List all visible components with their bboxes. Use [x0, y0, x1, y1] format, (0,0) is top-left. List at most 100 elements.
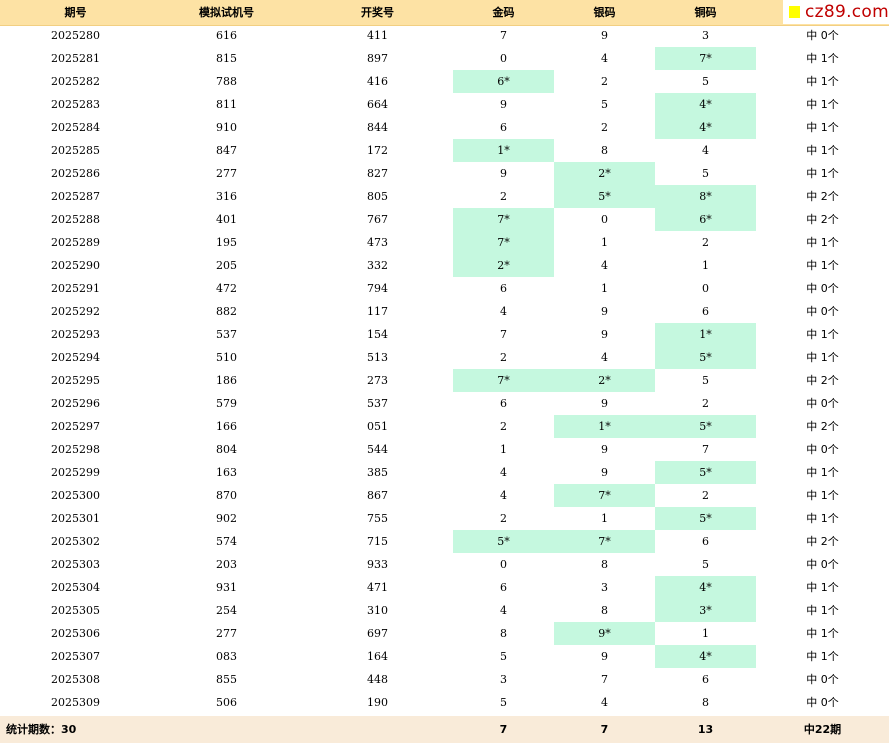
- cell-result: 中 0个: [806, 558, 839, 571]
- cell-bronze: 7*: [655, 47, 756, 70]
- table-row: 2025305 254 310 4 8 3* 中 1个: [0, 599, 889, 622]
- cell-period: 2025290: [51, 259, 100, 272]
- cell-draw: 767: [367, 213, 388, 226]
- cell-sim: 882: [216, 305, 237, 318]
- cell-draw: 897: [367, 52, 388, 65]
- table-row: 2025292 882 117 4 9 6 中 0个: [0, 300, 889, 323]
- cell-period: 2025298: [51, 443, 100, 456]
- cell-silver: 9: [601, 466, 608, 479]
- cell-silver: 9: [601, 29, 608, 42]
- cell-gold: 7: [500, 29, 507, 42]
- table-row: 2025302 574 715 5* 7* 6 中 2个: [0, 530, 889, 553]
- cell-result: 中 2个: [806, 535, 839, 548]
- cell-silver: 0: [601, 213, 608, 226]
- cell-draw: 448: [367, 673, 388, 686]
- site-logo-link[interactable]: cz89.com: [783, 0, 889, 24]
- cell-sim: 931: [216, 581, 237, 594]
- cell-bronze: 5: [702, 75, 709, 88]
- cell-silver: 2*: [554, 162, 655, 185]
- cell-gold: 1*: [453, 139, 554, 162]
- cell-result: 中 1个: [806, 121, 839, 134]
- cell-bronze: 5: [702, 558, 709, 571]
- cell-draw: 473: [367, 236, 388, 249]
- cell-draw: 933: [367, 558, 388, 571]
- cell-gold: 6: [500, 282, 507, 295]
- cell-result: 中 0个: [806, 696, 839, 709]
- cell-silver: 7: [601, 673, 608, 686]
- cell-result: 中 1个: [806, 259, 839, 272]
- cell-draw: 416: [367, 75, 388, 88]
- cell-bronze: 2: [702, 397, 709, 410]
- table-row: 2025295 186 273 7* 2* 5 中 2个: [0, 369, 889, 392]
- cell-draw: 310: [367, 604, 388, 617]
- table-row: 2025280 616 411 7 9 3 中 0个: [0, 24, 889, 47]
- table-row: 2025301 902 755 2 1 5* 中 1个: [0, 507, 889, 530]
- cell-period: 2025306: [51, 627, 100, 640]
- cell-period: 2025305: [51, 604, 100, 617]
- cell-sim: 195: [216, 236, 237, 249]
- cell-period: 2025301: [51, 512, 100, 525]
- cell-draw: 471: [367, 581, 388, 594]
- cell-bronze: 5: [702, 167, 709, 180]
- cell-sim: 804: [216, 443, 237, 456]
- cell-result: 中 1个: [806, 627, 839, 640]
- cell-gold: 7: [500, 328, 507, 341]
- cell-gold: 2: [500, 512, 507, 525]
- header-gold: 金码: [492, 6, 515, 19]
- cell-gold: 5: [500, 696, 507, 709]
- table-row: 2025288 401 767 7* 0 6* 中 2个: [0, 208, 889, 231]
- cell-result: 中 1个: [806, 75, 839, 88]
- cell-period: 2025300: [51, 489, 100, 502]
- cell-gold: 5: [500, 650, 507, 663]
- cell-gold: 1: [500, 443, 507, 456]
- cell-silver: 9: [601, 397, 608, 410]
- table-row: 2025291 472 794 6 1 0 中 0个: [0, 277, 889, 300]
- cell-period: 2025307: [51, 650, 100, 663]
- table-row: 2025283 811 664 9 5 4* 中 1个: [0, 93, 889, 116]
- cell-gold: 4: [500, 305, 507, 318]
- cell-draw: 697: [367, 627, 388, 640]
- cell-sim: 574: [216, 535, 237, 548]
- cell-sim: 910: [216, 121, 237, 134]
- cell-sim: 401: [216, 213, 237, 226]
- cell-sim: 277: [216, 627, 237, 640]
- cell-draw: 172: [367, 144, 388, 157]
- cell-bronze: 5: [702, 374, 709, 387]
- cell-gold: 6*: [453, 70, 554, 93]
- cell-sim: 870: [216, 489, 237, 502]
- cell-draw: 827: [367, 167, 388, 180]
- cell-silver: 4: [601, 351, 608, 364]
- cell-gold: 9: [500, 98, 507, 111]
- cell-sim: 205: [216, 259, 237, 272]
- cell-silver: 3: [601, 581, 608, 594]
- cell-draw: 805: [367, 190, 388, 203]
- cell-period: 2025287: [51, 190, 100, 203]
- cell-sim: 579: [216, 397, 237, 410]
- cell-sim: 788: [216, 75, 237, 88]
- cell-result: 中 2个: [806, 190, 839, 203]
- cell-silver: 2*: [554, 369, 655, 392]
- cell-draw: 051: [367, 420, 388, 433]
- footer-row: 7 7 13 中22期: [0, 716, 889, 743]
- cell-gold: 2: [500, 190, 507, 203]
- cell-period: 2025304: [51, 581, 100, 594]
- cell-draw: 867: [367, 489, 388, 502]
- cell-draw: 117: [367, 305, 388, 318]
- cell-silver: 5*: [554, 185, 655, 208]
- cell-result: 中 1个: [806, 52, 839, 65]
- cell-gold: 0: [500, 52, 507, 65]
- cell-draw: 755: [367, 512, 388, 525]
- cell-sim: 083: [216, 650, 237, 663]
- cell-silver: 2: [601, 75, 608, 88]
- table-header: 期号 模拟试机号 开奖号 金码 银码 铜码: [0, 0, 889, 26]
- cell-bronze: 4: [702, 144, 709, 157]
- cell-draw: 537: [367, 397, 388, 410]
- cell-bronze: 8*: [655, 185, 756, 208]
- cell-gold: 7*: [453, 208, 554, 231]
- cell-draw: 411: [367, 29, 388, 42]
- cell-gold: 8: [500, 627, 507, 640]
- table-footer: 统计期数：30 7 7 13 中22期: [0, 716, 889, 743]
- cell-period: 2025303: [51, 558, 100, 571]
- table-row: 2025286 277 827 9 2* 5 中 1个: [0, 162, 889, 185]
- cell-bronze: 6: [702, 535, 709, 548]
